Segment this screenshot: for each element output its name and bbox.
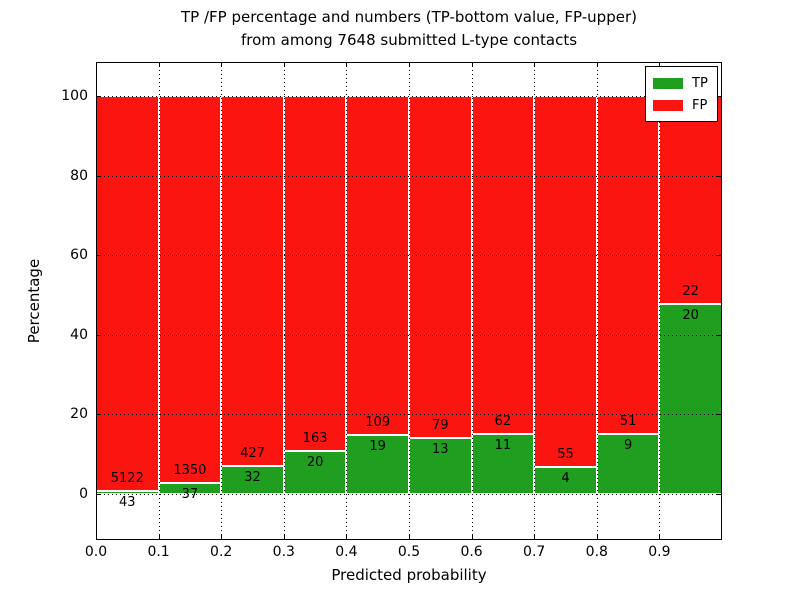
x-axis-label: Predicted probability <box>331 566 487 584</box>
bar-segment-tp <box>534 467 597 494</box>
bar-segment-tp <box>596 434 660 494</box>
bar-segment-tp <box>96 490 159 494</box>
bar-count-label-fp: 62 <box>494 414 512 430</box>
chart-title-line2: from among 7648 submitted L-type contact… <box>240 31 578 49</box>
bar-count-label-tp: 20 <box>682 308 699 324</box>
y-tick-label: 0 <box>79 486 88 502</box>
bar-count-label-fp: 163 <box>302 430 328 446</box>
legend-entry: FP <box>653 94 708 116</box>
bar-segment-fp <box>221 96 284 467</box>
bar-segment-tp <box>221 466 284 494</box>
bar-count-label-tp: 4 <box>561 471 570 487</box>
bar-count-label-tp: 19 <box>369 438 386 454</box>
bar-count-label-fp: 1350 <box>173 463 207 479</box>
bar-count-label-fp: 5122 <box>110 470 144 486</box>
bar-segment-tp <box>346 434 409 494</box>
bar-count-label-fp: 79 <box>432 417 449 433</box>
bar-count-label-tp: 20 <box>306 454 324 470</box>
bar-count-label-fp: 22 <box>682 284 699 300</box>
y-tick-label: 40 <box>70 326 88 343</box>
legend-swatch-tp <box>653 77 683 89</box>
x-tick-label: 0.1 <box>147 544 170 560</box>
bar-segment-fp <box>596 96 660 435</box>
bar-count-label-tp: 43 <box>119 494 136 510</box>
bar-segment-tp <box>409 437 472 494</box>
x-tick-label: 0.9 <box>648 544 671 560</box>
legend-label: TP <box>692 75 708 91</box>
legend: TP FP <box>645 66 718 122</box>
y-tick-label: 100 <box>61 88 88 104</box>
chart-title-line1: TP /FP percentage and numbers (TP-bottom… <box>181 8 637 26</box>
bar-count-label-fp: 109 <box>365 414 391 430</box>
bar-count-label-tp: 11 <box>494 438 512 454</box>
legend-label: FP <box>692 97 708 113</box>
bar-segment-fp <box>534 96 597 468</box>
legend-entry: TP <box>653 72 708 94</box>
x-tick-label: 0.3 <box>272 544 295 560</box>
chart-title: TP /FP percentage and numbers (TP-bottom… <box>96 6 722 52</box>
bar-count-label-fp: 427 <box>240 446 265 462</box>
bar-segment-tp <box>659 304 722 494</box>
bars-layer: 5122 43 1350 37 427 32 163 20 109 19 79 13 62 11 55 4 51… <box>96 62 722 540</box>
x-tick-label: 0.7 <box>523 544 546 560</box>
bar-segment-fp <box>409 96 472 438</box>
bar-count-label-tp: 37 <box>181 487 199 503</box>
y-tick-label: 80 <box>70 167 88 184</box>
bar-count-label-fp: 51 <box>619 414 637 430</box>
bar-segment-fp <box>471 96 535 435</box>
bar-segment-fp <box>283 96 347 451</box>
x-tick-label: 0.0 <box>84 544 108 560</box>
x-tick-label: 0.4 <box>335 544 358 560</box>
bar-count-label-tp: 32 <box>244 470 261 486</box>
x-tick-label: 0.5 <box>397 544 421 560</box>
y-tick-label: 60 <box>70 247 88 264</box>
legend-swatch-fp <box>653 99 683 111</box>
x-tick-label: 0.6 <box>460 544 483 560</box>
y-tick-label: 20 <box>70 406 88 423</box>
x-tick-label: 0.2 <box>210 544 233 560</box>
bar-segment-fp <box>158 96 222 484</box>
plot-area: 5122 43 1350 37 427 32 163 20 109 19 79 13 62 11 55 4 51… <box>96 62 722 540</box>
x-tick-label: 0.8 <box>585 544 608 560</box>
bar-count-label-tp: 13 <box>432 441 449 457</box>
bar-count-label-tp: 9 <box>623 438 633 454</box>
bar-segment-fp <box>96 96 159 491</box>
bar-count-label-fp: 55 <box>557 447 574 463</box>
bar-segment-fp <box>659 96 722 305</box>
bar-segment-fp <box>346 96 409 435</box>
